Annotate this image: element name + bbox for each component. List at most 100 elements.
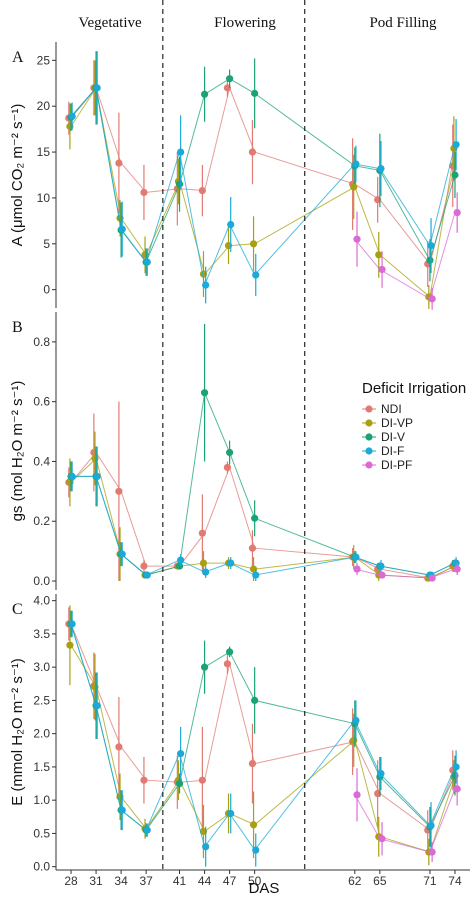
data-point [428,574,436,582]
data-point [453,565,461,573]
data-point [93,472,101,481]
data-point [249,240,258,248]
phase-labels: Vegetative Flowering Pod Filling [78,15,437,31]
data-point [199,559,208,567]
data-point [249,821,258,829]
data-point [427,821,435,830]
y-tick-label: 0 [43,283,50,297]
data-point [427,242,435,250]
legend-swatch [365,447,373,455]
legend-label: DI-PF [381,458,412,472]
data-point [452,559,460,567]
y-tick-label: 0.2 [33,514,50,528]
data-point [200,663,209,671]
data-point [177,556,185,564]
x-tick-label: 37 [139,874,153,888]
data-point [202,281,210,289]
legend-label: DI-VP [381,416,413,430]
data-point [248,544,257,552]
series-line [70,623,456,831]
legend-label: NDI [381,402,402,416]
data-point [428,848,436,856]
data-point [377,164,385,173]
panel-a: 0 5 10 15 20 25 A A (μmol CO₂ m⁻² s⁻¹) [9,42,461,310]
data-point [428,295,436,303]
data-point [353,791,361,799]
y-tick-label: 3.0 [33,660,50,674]
data-point [251,696,259,705]
data-point [68,620,76,628]
data-point [227,559,235,567]
data-point [226,75,234,83]
data-point [175,562,184,570]
data-point [177,148,185,156]
data-point [226,648,234,656]
y-tick-label: 15 [37,145,51,159]
series-line [70,78,456,264]
data-point [352,160,360,168]
x-tick-label: 44 [198,874,212,888]
panel-c: 0.0 0.5 1.0 1.5 2.0 2.5 3.0 3.5 4.0 C E (mmol H₂O … [9,594,461,874]
x-tick-label: 41 [173,874,187,888]
panel-letter-a: A [12,49,24,66]
legend-swatch [365,433,373,441]
x-tick-label: 47 [223,874,237,888]
chart-panels: 0 5 10 15 20 25 A A (μmol CO₂ m⁻² s⁻¹) 0.0 0.2 0.4… [9,0,461,874]
data-point [426,256,434,264]
data-point [143,826,151,834]
data-point [223,463,232,472]
panel-letter-c: C [12,601,23,618]
data-point [118,225,126,233]
data-point [143,258,151,266]
y-tick-label: 25 [37,53,51,67]
data-point [118,806,126,814]
data-point [115,487,123,495]
data-point [140,776,148,784]
y-tick-label: 1.5 [33,760,50,774]
data-point [251,514,259,522]
series-di-v [67,51,459,282]
y-tick-label: 4.0 [33,594,50,608]
y-axis-title: A (μmol CO₂ m⁻² s⁻¹) [9,104,26,247]
series-di-pf [353,768,461,863]
data-point [453,785,461,793]
data-point [198,186,206,195]
data-point [93,702,101,710]
series-line [70,623,456,851]
series-di-pf [353,563,461,582]
series-ndi [65,60,457,287]
data-point [378,571,386,579]
series-di-f [68,446,460,582]
series-di-vp [66,60,458,309]
data-point [350,183,358,191]
x-tick-label: 71 [423,874,437,888]
data-point [202,843,210,851]
legend-entry: DI-F [362,444,404,458]
series-line [354,212,456,300]
legend-label: DI-V [381,430,405,444]
data-point [252,571,260,579]
x-axis: 28 31 34 37 41 44 47 50 62 65 71 74 [56,869,470,888]
legend-entry: DI-V [362,430,405,444]
data-point [115,159,123,167]
data-point [378,835,386,843]
data-point [66,641,74,649]
legend-entry: DI-PF [362,458,412,472]
x-tick-label: 28 [64,874,78,888]
data-point [93,84,101,92]
data-point [115,743,123,751]
x-tick-label: 34 [114,874,128,888]
data-point [200,389,209,397]
legend-swatch [365,405,373,413]
data-point [377,562,385,570]
legend-swatch [365,419,373,427]
legend-label: DI-F [381,444,404,458]
y-tick-label: 0.8 [33,335,50,349]
y-tick-label: 3.5 [33,627,50,641]
data-point [200,90,209,98]
data-point [248,148,257,156]
data-point [352,716,360,724]
y-tick-label: 0.0 [33,860,50,874]
